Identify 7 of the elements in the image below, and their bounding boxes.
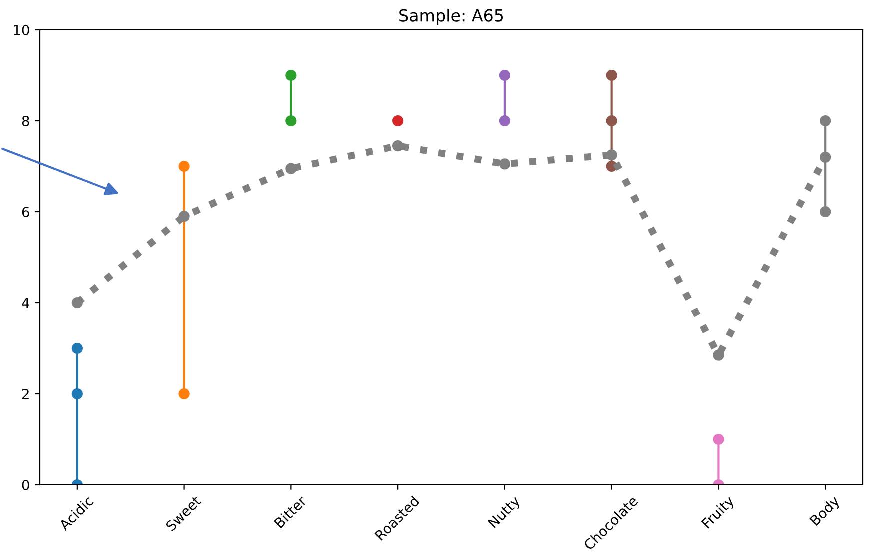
y-tick-label: 4 <box>22 298 30 308</box>
y-tick-label: 8 <box>22 116 30 126</box>
y-tick-label: 10 <box>14 24 30 36</box>
y-tick-label: 6 <box>22 206 30 218</box>
y-tick-label: 2 <box>22 388 29 400</box>
chart-title: Sample: A65 <box>400 9 504 26</box>
y-tick-label: 0 <box>22 480 30 490</box>
